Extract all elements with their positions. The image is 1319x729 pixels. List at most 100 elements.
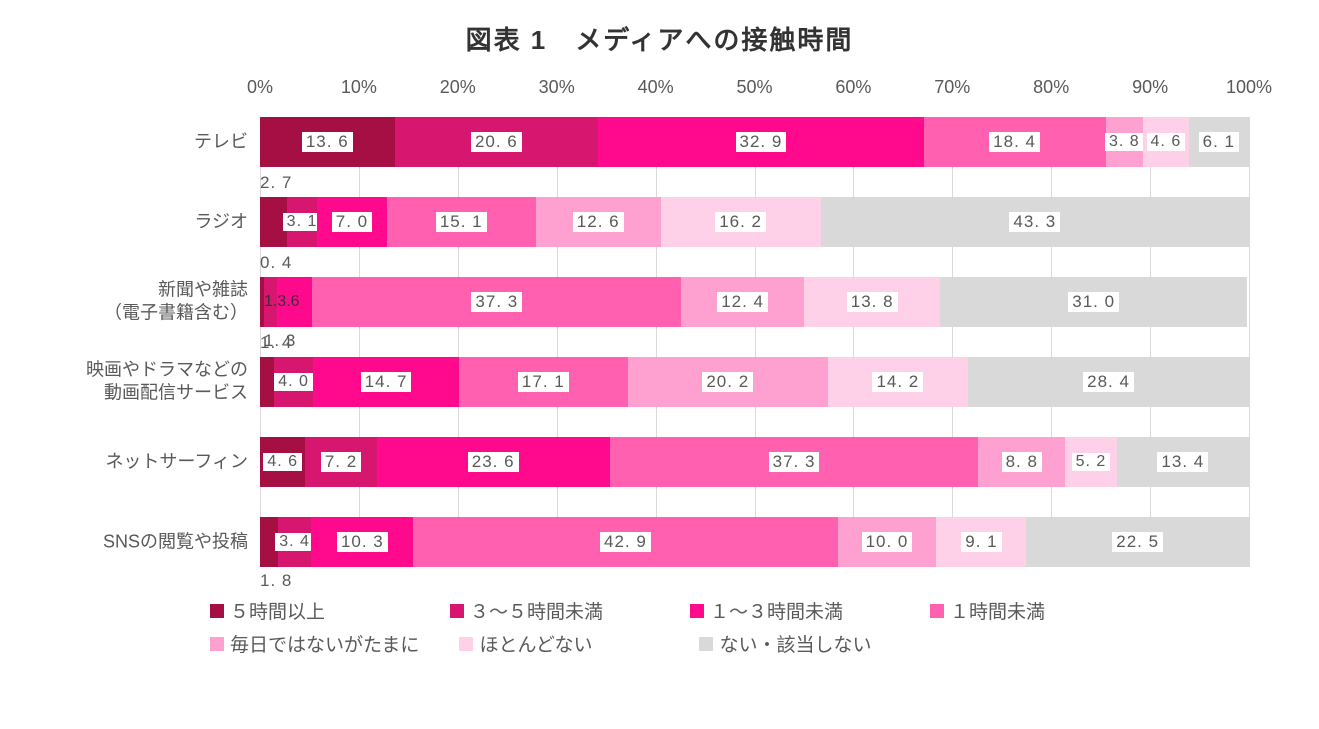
gridline bbox=[1051, 117, 1052, 567]
bar-segment: 37. 3 bbox=[610, 437, 979, 487]
bar-segment: 12. 4 bbox=[681, 277, 804, 327]
chart-rows: テレビ13. 620. 632. 918. 43. 84. 66. 1ラジオ2.… bbox=[260, 117, 1249, 567]
x-axis-tick: 20% bbox=[440, 77, 476, 98]
bar-segment: 12. 6 bbox=[536, 197, 661, 247]
bar-value-label: 1.3.6 bbox=[264, 293, 300, 311]
bar-value-label: 23. 6 bbox=[468, 452, 519, 472]
bar-segment bbox=[260, 357, 274, 407]
bar-segment: 18. 4 bbox=[924, 117, 1106, 167]
bar-value-label: 10. 0 bbox=[862, 532, 913, 552]
bar-value-label: 10. 3 bbox=[337, 532, 388, 552]
bar-segment: 31. 0 bbox=[940, 277, 1247, 327]
legend-swatch bbox=[450, 604, 464, 618]
bar-value-label: 42. 9 bbox=[600, 532, 651, 552]
category-label: SNSの閲覧や投稿 bbox=[28, 530, 260, 553]
bar-value-label: 37. 3 bbox=[471, 292, 522, 312]
x-axis: 0%10%20%30%40%50%60%70%80%90%100% bbox=[260, 77, 1249, 107]
legend-label: ほとんどない bbox=[479, 630, 592, 657]
bar-segment: 28. 4 bbox=[968, 357, 1249, 407]
x-axis-tick: 100% bbox=[1226, 77, 1272, 98]
legend-swatch bbox=[699, 637, 713, 651]
bar-value-label: 12. 6 bbox=[573, 212, 624, 232]
bar-value-label: 5. 2 bbox=[1072, 453, 1111, 471]
bar-segment: 42. 9 bbox=[413, 517, 837, 567]
bar-segment: 16. 2 bbox=[661, 197, 821, 247]
bar-segment: 20. 2 bbox=[628, 357, 828, 407]
bar-value-label: 22. 5 bbox=[1112, 532, 1163, 552]
legend-swatch bbox=[930, 604, 944, 618]
x-axis-tick: 50% bbox=[736, 77, 772, 98]
bar-value-label: 13. 8 bbox=[847, 292, 898, 312]
bar-value-label: 6. 1 bbox=[1199, 132, 1239, 152]
bar-value-label: 7. 0 bbox=[332, 212, 372, 232]
x-axis-tick: 60% bbox=[835, 77, 871, 98]
gridline bbox=[853, 117, 854, 567]
chart-row: ラジオ2. 73. 17. 015. 112. 616. 243. 3 bbox=[260, 197, 1249, 247]
bar-value-label: 3. 4 bbox=[275, 533, 314, 551]
gridline bbox=[952, 117, 953, 567]
legend-swatch bbox=[690, 604, 704, 618]
bar-segment: 20. 6 bbox=[395, 117, 599, 167]
x-axis-tick: 0% bbox=[247, 77, 273, 98]
bar-value-label: 14. 2 bbox=[872, 372, 923, 392]
legend-label: ない・該当しない bbox=[719, 630, 871, 657]
category-label: 映画やドラマなどの 動画配信サービス bbox=[28, 359, 260, 406]
bar-segment: 37. 3 bbox=[312, 277, 681, 327]
legend-item: ない・該当しない bbox=[699, 630, 899, 657]
bar-segment: 10. 3 bbox=[311, 517, 413, 567]
bar-value-label: 13. 6 bbox=[302, 132, 353, 152]
bar-segment: 13. 4 bbox=[1117, 437, 1249, 487]
legend-item: ３～５時間未満 bbox=[450, 597, 650, 624]
bar-segment: 22. 5 bbox=[1026, 517, 1249, 567]
bar-segment: 43. 3 bbox=[821, 197, 1249, 247]
legend-label: １時間未満 bbox=[950, 597, 1045, 624]
x-axis-tick: 30% bbox=[539, 77, 575, 98]
bar-value-label: 16. 2 bbox=[715, 212, 766, 232]
gridline bbox=[755, 117, 756, 567]
bar-segment: 10. 0 bbox=[838, 517, 937, 567]
bar-value-label: 18. 4 bbox=[989, 132, 1040, 152]
bar-value-label: 4. 0 bbox=[274, 373, 313, 391]
category-label: テレビ bbox=[28, 130, 260, 153]
x-axis-tick: 80% bbox=[1033, 77, 1069, 98]
bar-value-label-outside: 1. 8 bbox=[260, 571, 292, 591]
bar-value-label: 17. 1 bbox=[518, 372, 569, 392]
bar-segment: 3. 8 bbox=[1106, 117, 1144, 167]
chart-plot-area: 0%10%20%30%40%50%60%70%80%90%100% テレビ13.… bbox=[260, 77, 1249, 567]
legend-item: １時間未満 bbox=[930, 597, 1130, 624]
bar-segment: 7. 2 bbox=[305, 437, 376, 487]
bar-segment: 14. 2 bbox=[828, 357, 968, 407]
bar-value-label-outside: 2. 7 bbox=[260, 173, 292, 193]
x-axis-tick: 90% bbox=[1132, 77, 1168, 98]
gridline bbox=[1150, 117, 1151, 567]
bar-value-label-outside: 1. 4 bbox=[260, 333, 292, 353]
bar-value-label: 7. 2 bbox=[321, 452, 361, 472]
bar-value-label: 37. 3 bbox=[769, 452, 820, 472]
bar-value-label: 3. 1 bbox=[283, 213, 322, 231]
bar-value-label: 8. 8 bbox=[1002, 452, 1042, 472]
bar-value-label: 9. 1 bbox=[961, 532, 1001, 552]
bar-value-label: 20. 6 bbox=[471, 132, 522, 152]
bar-segment: 32. 9 bbox=[598, 117, 923, 167]
chart-row: 映画やドラマなどの 動画配信サービス1. 44. 014. 717. 120. … bbox=[260, 357, 1249, 407]
bar-value-label: 14. 7 bbox=[361, 372, 412, 392]
chart-row: 新聞や雑誌 （電子書籍含む）0. 41. 337. 312. 413. 831.… bbox=[260, 277, 1249, 327]
bar-segment: 3. 1 bbox=[287, 197, 318, 247]
chart-row: ネットサーフィン4. 67. 223. 637. 38. 85. 213. 4 bbox=[260, 437, 1249, 487]
bar-segment: 15. 1 bbox=[387, 197, 536, 247]
legend-item: １～３時間未満 bbox=[690, 597, 890, 624]
bar-segment: 4. 6 bbox=[260, 437, 305, 487]
bar-segment: 5. 2 bbox=[1065, 437, 1116, 487]
gridline bbox=[458, 117, 459, 567]
bar-value-label: 28. 4 bbox=[1083, 372, 1134, 392]
bar-segment: 9. 1 bbox=[936, 517, 1026, 567]
gridline bbox=[1249, 117, 1250, 567]
bar-value-label: 15. 1 bbox=[436, 212, 487, 232]
gridline bbox=[656, 117, 657, 567]
legend-label: 毎日ではないがたまに bbox=[230, 630, 419, 657]
legend: ５時間以上３～５時間未満１～３時間未満１時間未満毎日ではないがたまにほとんどない… bbox=[210, 597, 1289, 663]
gridline bbox=[557, 117, 558, 567]
bar-segment: 13. 8 bbox=[804, 277, 940, 327]
legend-swatch bbox=[210, 637, 224, 651]
bar-value-label: 12. 4 bbox=[717, 292, 768, 312]
